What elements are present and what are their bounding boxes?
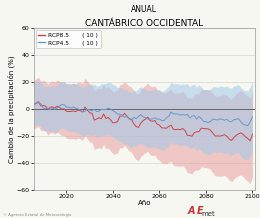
Text: A: A — [187, 206, 195, 216]
X-axis label: Año: Año — [138, 200, 151, 206]
Legend: RCP8.5       ( 10 ), RCP4.5       ( 10 ): RCP8.5 ( 10 ), RCP4.5 ( 10 ) — [36, 30, 101, 48]
Text: ANUAL: ANUAL — [131, 5, 157, 14]
Y-axis label: Cambio de la precipitación (%): Cambio de la precipitación (%) — [8, 55, 15, 163]
Title: CANTÁBRICO OCCIDENTAL: CANTÁBRICO OCCIDENTAL — [85, 19, 203, 27]
Text: met: met — [202, 211, 215, 217]
Text: E: E — [196, 206, 203, 216]
Text: © Agencia Estatal de Meteorología: © Agencia Estatal de Meteorología — [3, 213, 71, 217]
